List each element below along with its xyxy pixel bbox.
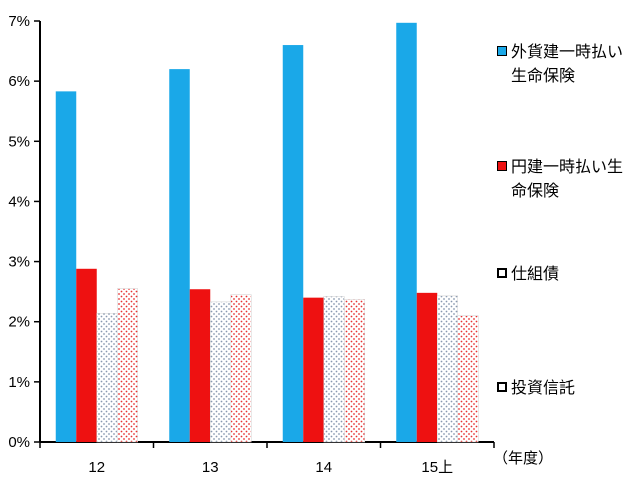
y-tick-label: 4% xyxy=(8,193,30,210)
bar-structured-bonds xyxy=(437,295,458,443)
y-tick-label: 6% xyxy=(8,73,30,90)
legend-item-investment-trusts: 投資信託 xyxy=(497,376,633,400)
bar-investment-trusts xyxy=(344,299,365,443)
y-axis: 0% 1% 2% 3% 4% 5% 6% 7% xyxy=(8,13,41,451)
x-tick-label: 12 xyxy=(88,459,105,476)
bar-structured-bonds xyxy=(210,301,231,443)
legend-label-structured-bonds: 仕組債 xyxy=(511,264,560,283)
y-tick-label: 0% xyxy=(8,434,30,451)
bar-structured-bonds xyxy=(96,313,118,443)
bar-structured-bonds xyxy=(323,296,345,443)
bar-fx-insurance xyxy=(396,22,417,442)
bar-investment-trusts xyxy=(117,288,138,443)
legend-label-fx-insurance: 外貨建一時払い生命保険 xyxy=(511,42,624,85)
legend-item-structured-bonds: 仕組債 xyxy=(497,262,633,286)
legend-label-yen-insurance: 円建一時払い生命保険 xyxy=(511,157,624,200)
legend-swatch-yen-insurance xyxy=(497,161,507,171)
legend-label-investment-trusts: 投資信託 xyxy=(511,378,576,397)
y-tick-label: 3% xyxy=(8,254,30,271)
legend-item-fx-insurance: 外貨建一時払い生命保険 xyxy=(497,40,633,88)
bar-fx-insurance xyxy=(169,69,190,442)
x-tick-label: 13 xyxy=(202,459,219,476)
y-tick-label: 1% xyxy=(8,374,30,391)
y-tick-label: 7% xyxy=(8,13,30,30)
bar-yen-insurance xyxy=(189,289,211,442)
bar-investment-trusts xyxy=(230,294,252,443)
bar-fx-insurance xyxy=(55,91,77,443)
legend-item-yen-insurance: 円建一時払い生命保険 xyxy=(497,155,633,203)
y-tick-label: 2% xyxy=(8,314,30,331)
x-axis-unit-label: （年度） xyxy=(493,449,554,467)
bar-fx-insurance xyxy=(282,45,304,443)
x-tick-label: 14 xyxy=(315,459,332,476)
legend: 外貨建一時払い生命保険 円建一時払い生命保険 仕組債 投資信託 xyxy=(497,0,636,480)
bars xyxy=(55,22,479,443)
legend-swatch-fx-insurance xyxy=(497,46,507,56)
x-axis: 12 13 14 15上 xyxy=(39,441,495,476)
y-tick-label: 5% xyxy=(8,133,30,150)
bar-yen-insurance xyxy=(76,268,97,442)
bar-yen-insurance xyxy=(416,292,438,442)
bar-investment-trusts xyxy=(457,315,479,443)
x-tick-label: 15上 xyxy=(421,459,453,476)
legend-swatch-structured-bonds xyxy=(497,268,507,278)
bar-yen-insurance xyxy=(303,297,324,442)
legend-swatch-investment-trusts xyxy=(497,382,507,392)
